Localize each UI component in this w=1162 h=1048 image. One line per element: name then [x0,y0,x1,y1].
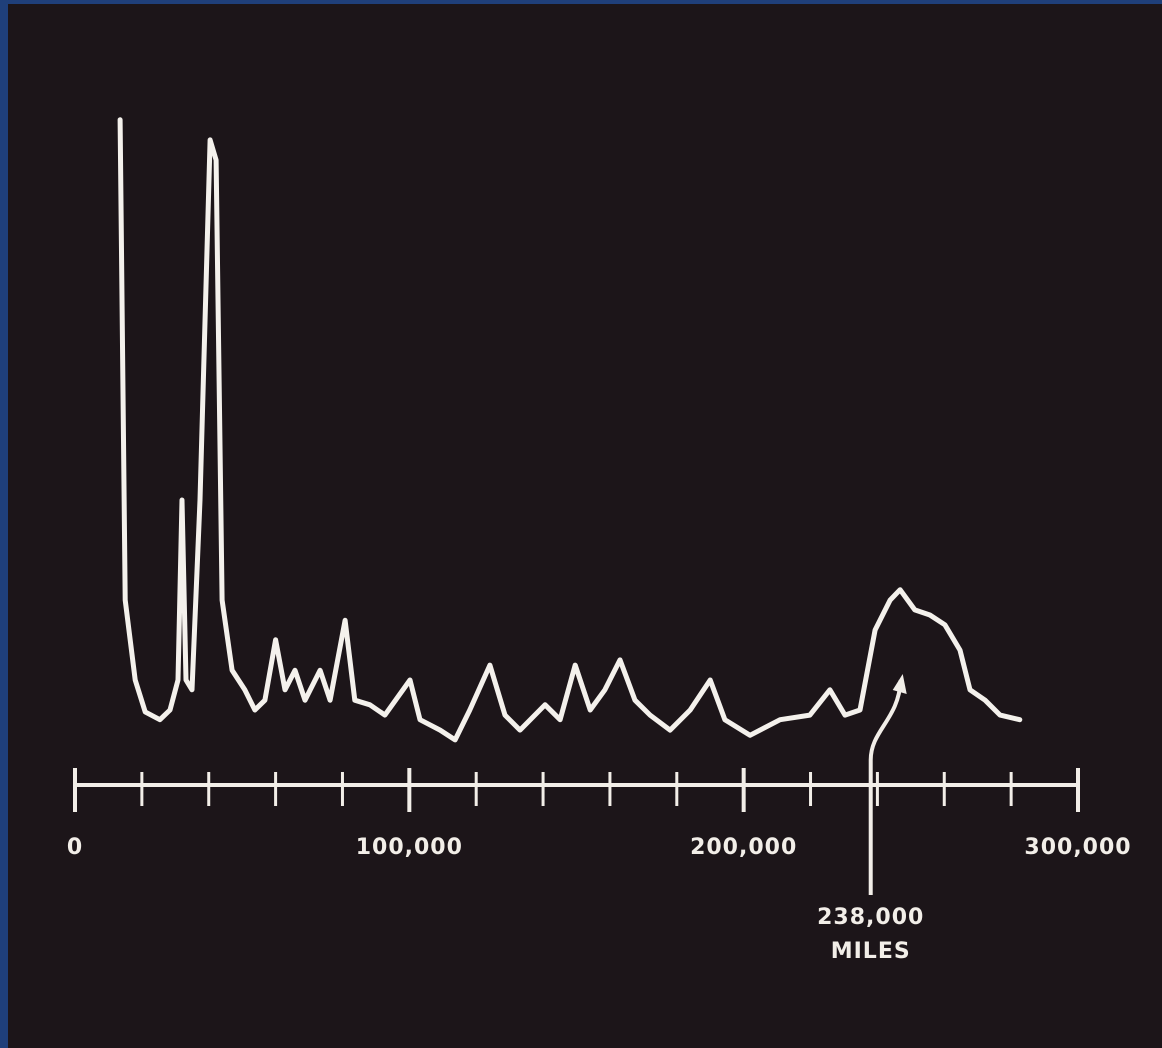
x-tick-label: 100,000 [356,835,463,860]
x-tick-label: 0 [67,835,83,860]
annotation-text: 238,000 [817,905,924,930]
x-tick-label: 300,000 [1024,835,1131,860]
x-tick-label: 200,000 [690,835,797,860]
chart: 0 100,000 200,000 300,000 238,000 MILES [0,0,1162,1048]
annotation-text: MILES [831,939,911,964]
screenshot: 0 100,000 200,000 300,000 238,000 MILES [0,0,1162,1048]
